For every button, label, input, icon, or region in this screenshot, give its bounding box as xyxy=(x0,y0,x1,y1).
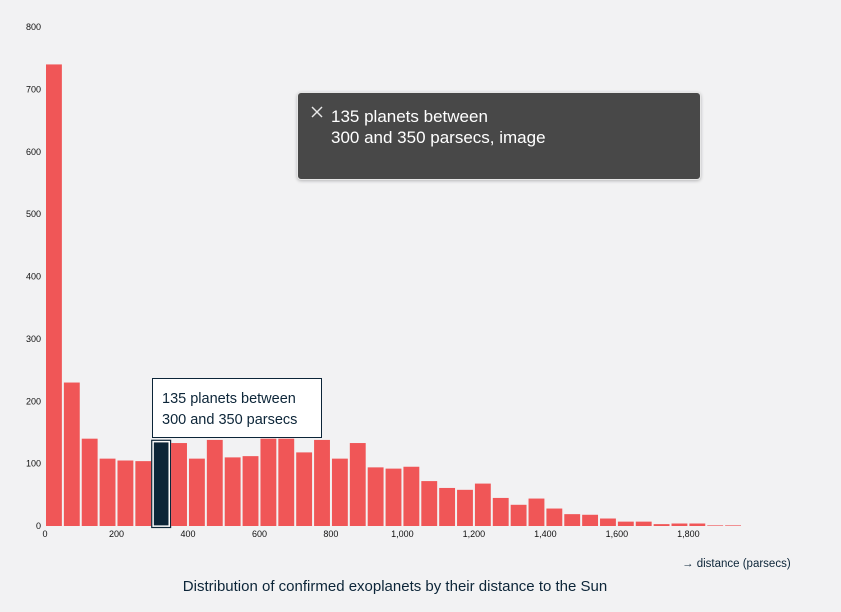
histogram-bar[interactable] xyxy=(689,523,706,526)
y-tick-label: 700 xyxy=(26,84,41,94)
histogram-bar[interactable] xyxy=(331,458,348,526)
histogram-bar[interactable] xyxy=(367,467,384,526)
highlighted-bar[interactable] xyxy=(152,441,170,527)
bar-tooltip: 135 planets between 300 and 350 parsecs xyxy=(152,378,322,438)
histogram-bar[interactable] xyxy=(206,439,223,526)
y-tick-label: 100 xyxy=(26,459,41,469)
histogram-bar[interactable] xyxy=(278,438,295,526)
histogram-bar[interactable] xyxy=(171,443,187,526)
close-icon[interactable] xyxy=(309,104,325,120)
bars-group xyxy=(46,64,741,529)
x-tick-label: 600 xyxy=(252,529,267,539)
x-tick-label: 200 xyxy=(109,529,124,539)
x-axis-label: → distance (parsecs) xyxy=(682,558,791,570)
histogram-bar[interactable] xyxy=(296,452,313,526)
tooltip-line-1: 135 planets between xyxy=(162,391,296,407)
histogram-bar[interactable] xyxy=(635,521,652,526)
histogram-bar[interactable] xyxy=(510,504,527,526)
histogram-bar[interactable] xyxy=(385,468,402,526)
histogram-bar[interactable] xyxy=(564,514,581,526)
histogram-bar[interactable] xyxy=(314,439,330,526)
histogram-bar[interactable] xyxy=(81,438,98,526)
popup-line-1: 135 planets between xyxy=(331,107,488,126)
y-tick-label: 0 xyxy=(36,521,41,531)
x-tick-label: 400 xyxy=(180,529,195,539)
histogram-bar[interactable] xyxy=(457,489,473,526)
histogram-bar[interactable] xyxy=(135,461,152,526)
histogram-bar[interactable] xyxy=(242,456,259,526)
accessibility-popup: 135 planets between 300 and 350 parsecs,… xyxy=(297,92,701,180)
x-tick-label: 1,800 xyxy=(677,529,700,539)
x-tick-label: 1,400 xyxy=(534,529,557,539)
x-axis: 0 200 400 600 800 1,000 1,200 1,400 1,600 1,800 xyxy=(42,529,699,539)
x-tick-label: 800 xyxy=(323,529,338,539)
histogram-bar[interactable] xyxy=(725,525,741,526)
histogram-bar[interactable] xyxy=(403,466,420,526)
y-tick-label: 800 xyxy=(26,22,41,32)
histogram-bar[interactable] xyxy=(46,64,62,527)
x-tick-label: 1,000 xyxy=(391,529,414,539)
histogram-bar[interactable] xyxy=(474,483,491,526)
histogram-bar[interactable] xyxy=(188,458,205,526)
histogram-bar[interactable] xyxy=(260,438,277,526)
histogram-bar[interactable] xyxy=(439,487,456,526)
highlighted-bar-outline xyxy=(151,439,172,529)
popup-text: 135 planets between 300 and 350 parsecs,… xyxy=(331,106,546,148)
histogram-bar[interactable] xyxy=(421,481,438,526)
histogram-bar[interactable] xyxy=(224,457,241,526)
histogram-bar[interactable] xyxy=(117,460,134,526)
y-axis: 0 100 200 300 400 500 600 700 800 xyxy=(26,22,41,531)
histogram-bar[interactable] xyxy=(671,523,688,526)
histogram-bar[interactable] xyxy=(600,518,616,526)
histogram-bar[interactable] xyxy=(546,508,563,526)
y-tick-label: 400 xyxy=(26,272,41,282)
x-tick-label: 1,600 xyxy=(606,529,629,539)
histogram-bar[interactable] xyxy=(349,443,366,526)
histogram-bar[interactable] xyxy=(617,521,634,526)
histogram-bar[interactable] xyxy=(528,498,545,526)
histogram-bar[interactable] xyxy=(63,382,80,526)
tooltip-line-2: 300 and 350 parsecs xyxy=(162,412,298,428)
y-tick-label: 300 xyxy=(26,334,41,344)
x-tick-label: 1,200 xyxy=(463,529,486,539)
histogram-bar[interactable] xyxy=(707,525,724,526)
y-tick-label: 500 xyxy=(26,209,41,219)
histogram-bar[interactable] xyxy=(99,458,116,526)
histogram-bar[interactable] xyxy=(492,497,509,526)
histogram-bar[interactable] xyxy=(653,524,670,526)
chart-title: Distribution of confirmed exoplanets by … xyxy=(182,578,608,595)
popup-line-2: 300 and 350 parsecs, image xyxy=(331,128,546,147)
x-tick-label: 0 xyxy=(42,529,47,539)
y-tick-label: 600 xyxy=(26,147,41,157)
y-tick-label: 200 xyxy=(26,396,41,406)
histogram-bar[interactable] xyxy=(582,514,599,526)
